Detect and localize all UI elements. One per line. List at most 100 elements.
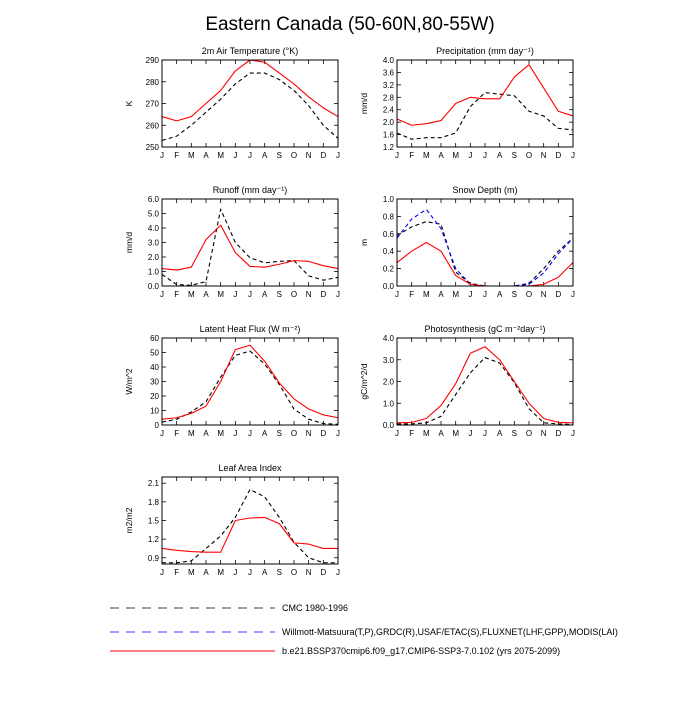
x-tick-label: O	[291, 568, 297, 577]
y-tick-label: 2.4	[383, 106, 395, 115]
y-tick-label: 0.0	[383, 282, 395, 291]
solid-series-line	[161, 516, 338, 553]
x-tick-label: J	[248, 151, 252, 160]
x-tick-label: J	[395, 290, 399, 299]
x-tick-label: J	[395, 429, 399, 438]
y-tick-label: 3.0	[148, 239, 160, 248]
panel-5: Latent Heat Flux (W m⁻²) W/m^2 0 10 20 30 40 50…	[124, 324, 340, 438]
x-tick-label: M	[217, 568, 224, 577]
x-tick-label: A	[438, 151, 444, 160]
x-tick-label: S	[277, 290, 282, 299]
x-tick-label: M	[217, 429, 224, 438]
y-tick-label: 1.6	[383, 131, 395, 140]
x-tick-label: A	[203, 429, 209, 438]
y-tick-label: 0.0	[383, 421, 395, 430]
x-tick-label: S	[512, 151, 517, 160]
x-tick-label: A	[203, 151, 209, 160]
legend: CMC 1980-1996 Willmott-Matsuura(T,P),GRDC…	[110, 603, 618, 656]
x-tick-label: J	[571, 429, 575, 438]
x-tick-label: A	[203, 290, 209, 299]
x-tick-label: D	[320, 290, 326, 299]
x-tick-label: D	[320, 151, 326, 160]
y-tick-label: 2.0	[383, 118, 395, 127]
panel-title: Leaf Area Index	[218, 463, 282, 473]
x-tick-label: J	[483, 429, 487, 438]
x-tick-label: J	[395, 151, 399, 160]
x-tick-label: J	[468, 429, 472, 438]
solid-series-line	[396, 346, 574, 424]
solid-series-line	[396, 241, 574, 287]
x-tick-label: F	[174, 151, 179, 160]
x-tick-label: A	[262, 290, 268, 299]
x-tick-label: O	[291, 429, 297, 438]
panels: 2m Air Temperature (°K) K 250 260 270 280 290 J…	[124, 46, 575, 577]
y-tick-label: 40	[150, 363, 159, 372]
y-tick-label: 4.0	[383, 56, 395, 65]
y-tick-label: 0.0	[148, 282, 160, 291]
y-tick-label: 2.1	[148, 479, 160, 488]
legend-label-2: Willmott-Matsuura(T,P),GRDC(R),USAF/ETAC…	[282, 627, 618, 637]
x-tick-label: M	[452, 429, 459, 438]
plot-frame	[161, 59, 339, 148]
solid-series-line	[161, 59, 339, 122]
panel-title: Runoff (mm day⁻¹)	[213, 185, 288, 195]
y-tick-label: 1.2	[383, 143, 395, 152]
y-tick-label: 2.0	[148, 253, 160, 262]
x-tick-label: J	[483, 290, 487, 299]
x-tick-label: F	[409, 151, 414, 160]
panel-title: Snow Depth (m)	[452, 185, 517, 195]
x-tick-label: M	[188, 151, 195, 160]
y-tick-label: 0.9	[148, 554, 160, 563]
x-tick-label: J	[336, 429, 340, 438]
y-axis-label: m	[359, 239, 369, 246]
x-tick-label: D	[555, 429, 561, 438]
y-tick-label: 20	[150, 392, 159, 401]
solid-series-line	[161, 224, 339, 271]
x-tick-label: S	[277, 568, 282, 577]
x-tick-label: D	[555, 151, 561, 160]
x-tick-label: A	[438, 290, 444, 299]
x-tick-label: J	[160, 429, 164, 438]
plot-frame	[396, 198, 574, 287]
x-tick-label: S	[512, 429, 517, 438]
x-tick-label: A	[438, 429, 444, 438]
x-tick-label: A	[203, 568, 209, 577]
x-tick-label: J	[160, 568, 164, 577]
x-tick-label: J	[336, 568, 340, 577]
x-tick-label: J	[233, 290, 237, 299]
x-tick-label: A	[262, 151, 268, 160]
y-tick-label: 1.5	[148, 517, 160, 526]
x-tick-label: A	[262, 429, 268, 438]
y-tick-label: 0.4	[383, 247, 395, 256]
x-tick-label: J	[571, 290, 575, 299]
y-tick-label: 10	[150, 407, 159, 416]
x-tick-label: N	[306, 568, 312, 577]
x-tick-label: M	[188, 568, 195, 577]
x-tick-label: S	[512, 290, 517, 299]
y-tick-label: 4.0	[148, 224, 160, 233]
x-tick-label: J	[248, 429, 252, 438]
panel-2: Precipitation (mm day⁻¹) mm/d 1.2 1.6 2.0 2.4…	[359, 46, 575, 160]
dashed-series-line	[396, 92, 574, 140]
y-tick-label: 0	[155, 421, 160, 430]
x-tick-label: O	[526, 290, 532, 299]
y-tick-label: 0.6	[383, 230, 395, 239]
x-tick-label: J	[248, 568, 252, 577]
x-tick-label: N	[306, 151, 312, 160]
figure-title: Eastern Canada (50-60N,80-55W)	[205, 14, 494, 35]
x-tick-label: D	[555, 290, 561, 299]
y-axis-label: mm/d	[359, 93, 369, 115]
x-tick-label: F	[409, 290, 414, 299]
x-tick-label: N	[306, 290, 312, 299]
panel-title: 2m Air Temperature (°K)	[202, 46, 298, 56]
y-tick-label: 60	[150, 334, 159, 343]
y-tick-label: 280	[146, 78, 160, 87]
panel-title: Precipitation (mm day⁻¹)	[436, 46, 534, 56]
y-tick-label: 3.6	[383, 68, 395, 77]
y-tick-label: 1.0	[148, 268, 160, 277]
y-tick-label: 2.0	[383, 378, 395, 387]
x-tick-label: F	[409, 429, 414, 438]
x-tick-label: S	[277, 429, 282, 438]
